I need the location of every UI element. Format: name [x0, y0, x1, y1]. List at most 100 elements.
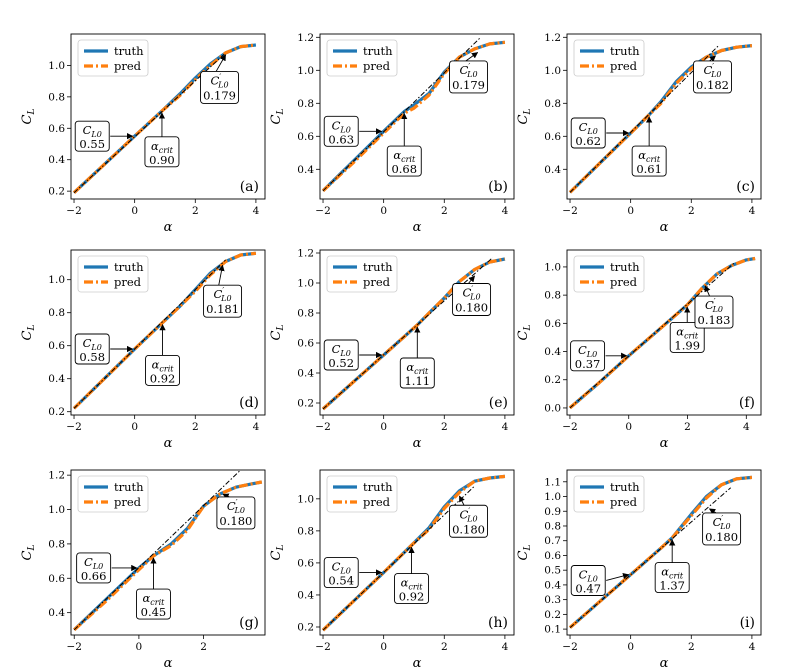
legend-pred-label: pred: [114, 495, 142, 509]
panel-tag: (b): [488, 179, 508, 195]
cl0-slope-value: 0.180: [219, 514, 252, 528]
y-tick-label: 0.4: [48, 154, 65, 166]
y-tick-label: 1.2: [544, 32, 561, 44]
y-axis-label-sub: L: [523, 109, 533, 116]
x-tick-label: 2: [688, 205, 695, 217]
cl0-slope-value: 0.180: [452, 522, 485, 536]
cl0-slope-prime: ′: [222, 286, 224, 295]
cl0-slope-symbol-sub: L0: [466, 514, 477, 523]
cl0-slope-value: 0.183: [698, 313, 731, 327]
alpha-crit-box: [394, 573, 429, 604]
alpha-crit-box: [144, 136, 180, 168]
legend-box: [573, 39, 645, 77]
cl0-box: [74, 120, 110, 152]
cl0-slope-box: [694, 295, 734, 329]
alpha-crit-box: [654, 562, 690, 593]
x-axis-label: α: [413, 220, 422, 235]
y-tick-label: 0.6: [297, 557, 314, 569]
y-tick-label: 0.2: [544, 609, 561, 621]
y-tick-label: 1.0: [297, 493, 314, 505]
x-tick-label: 2: [688, 641, 695, 653]
y-tick-label: 0.7: [544, 535, 561, 547]
x-tick-label: 2: [441, 205, 448, 217]
panel-tag: (h): [488, 615, 508, 631]
series-pred-line: [568, 256, 756, 410]
cl0-slope-box: [693, 60, 732, 94]
y-axis-label-sub: L: [27, 545, 37, 552]
y-tick-label: 0.8: [48, 307, 65, 319]
cl0-box: [570, 565, 606, 596]
cl0-slope-prime: ′: [219, 72, 221, 81]
x-axis-label: α: [660, 436, 669, 451]
y-tick-label: 0.0: [544, 402, 561, 414]
y-tick-label: 0.6: [48, 123, 65, 135]
legend-pred-label: pred: [610, 495, 638, 509]
y-tick-label: 0.4: [297, 164, 314, 176]
panel-tag: (i): [740, 615, 755, 631]
y-tick-label: 0.4: [297, 368, 314, 380]
legend-truth-label: truth: [363, 260, 393, 274]
cl0-slope-arrow: [464, 52, 479, 63]
y-axis-label: CL: [516, 325, 533, 341]
cl0-slope-value: 0.179: [452, 78, 485, 92]
y-axis-label: CL: [269, 109, 286, 125]
y-axis-label: CL: [269, 545, 286, 561]
cl0-slope-prime: ′: [468, 62, 470, 71]
x-tick-label: 4: [502, 421, 509, 433]
y-tick-label: 1.0: [48, 504, 65, 516]
cl0-arrow: [606, 572, 630, 581]
cl0-slope-box: [452, 283, 492, 316]
y-tick-label: 0.6: [48, 340, 65, 352]
y-tick-label: 0.6: [544, 131, 561, 143]
alpha-crit-box: [669, 321, 705, 353]
panel-c: −2 0 2 40.40.60.81.01.2αCLtruthpred(c)CL00.…: [516, 32, 762, 235]
y-tick-label: 0.2: [297, 398, 314, 410]
y-tick-label: 1.0: [297, 65, 314, 77]
cl0-slope-box: [702, 512, 742, 546]
cl0-slope-arrow: [459, 495, 465, 507]
legend-truth-label: truth: [363, 44, 393, 58]
x-tick-label: −2: [315, 205, 330, 217]
cl0-box: [323, 557, 359, 588]
x-tick-label: 2: [441, 641, 448, 653]
x-tick-label: 0: [136, 641, 143, 653]
x-tick-label: −2: [66, 641, 81, 653]
y-axis-label: CL: [516, 109, 533, 125]
legend-pred-label: pred: [363, 275, 391, 289]
x-tick-label: 0: [380, 421, 387, 433]
x-tick-label: 0: [627, 641, 634, 653]
y-tick-label: 0.8: [48, 91, 65, 103]
cl0-slope-prime: ′: [471, 285, 473, 294]
y-tick-label: 1.0: [544, 261, 561, 273]
cl0-slope-value: 0.180: [705, 530, 738, 544]
alpha-crit-value: 0.45: [141, 605, 167, 619]
x-tick-label: 4: [502, 205, 509, 217]
y-tick-label: 0.5: [544, 565, 561, 577]
x-tick-label: 4: [749, 205, 756, 217]
panel-e: −2 0 2 40.20.40.60.81.01.2αCLtruthpred(e)CL…: [269, 248, 515, 451]
cl0-slope-prime: ′: [714, 297, 716, 306]
cl0-box: [323, 339, 359, 371]
y-axis-label: CL: [269, 325, 286, 341]
y-axis-label: CL: [516, 545, 533, 561]
cl0-slope-value: 0.179: [203, 88, 236, 102]
y-axis-label-sub: L: [27, 325, 37, 332]
legend-truth-label: truth: [610, 480, 640, 494]
panel-i: −2 0 2 4 0.1 0.2 0.3 0.4 0.5 0.6 0.7 0.8 0.9 1.0 1.1 α C…: [516, 469, 762, 671]
x-axis-label: α: [413, 656, 422, 671]
cl0-value: 0.47: [575, 581, 601, 595]
cl0-symbol-sub: L0: [339, 349, 350, 358]
cl0-slope-symbol-sub: L0: [466, 70, 477, 79]
x-tick-label: 4: [253, 421, 260, 433]
cl0-slope-box: [200, 70, 239, 104]
alpha-crit-box: [631, 145, 667, 177]
legend-truth-label: truth: [610, 260, 640, 274]
cl0-slope-box: [216, 496, 256, 530]
linear-fit-line: [322, 485, 475, 631]
cl0-value: 0.58: [79, 350, 105, 364]
